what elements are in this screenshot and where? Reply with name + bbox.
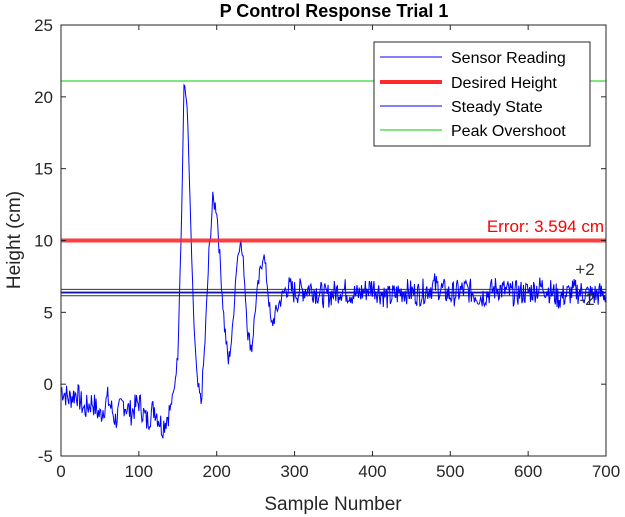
x-axis-label: Sample Number (264, 494, 402, 515)
x-tick-label: 700 (592, 462, 620, 481)
x-tick-label: 0 (56, 462, 65, 481)
legend-label-peak-overshoot: Peak Overshoot (451, 123, 566, 140)
x-tick-label: 500 (436, 462, 464, 481)
chart-title: P Control Response Trial 1 (220, 1, 449, 21)
x-tick-label: 100 (125, 462, 153, 481)
x-tick-label: 300 (280, 462, 308, 481)
legend: Sensor Reading Desired Height Steady Sta… (373, 41, 591, 147)
y-tick-label: 25 (34, 16, 53, 35)
sensor-reading-line (60, 83, 607, 439)
x-tick-label: 200 (203, 462, 231, 481)
y-tick-label: 15 (34, 160, 53, 179)
legend-label-steady-state: Steady State (451, 99, 543, 116)
annotation-0: Error: 3.594 cm (487, 217, 604, 236)
annotation-1: +2 (575, 260, 594, 279)
x-tick-label: 600 (514, 462, 542, 481)
plot-content: Error: 3.594 cm +2 -2 (60, 80, 607, 439)
y-tick-label: -5 (38, 447, 53, 466)
legend-label-desired-height: Desired Height (451, 75, 557, 92)
x-tick-label: 400 (358, 462, 386, 481)
annotation-2: -2 (580, 290, 595, 309)
y-tick-label: 5 (44, 303, 53, 322)
y-tick-label: 20 (34, 88, 53, 107)
y-tick-label: 0 (44, 375, 53, 394)
y-axis-label: Height (cm) (4, 191, 25, 289)
y-tick-label: 10 (34, 232, 53, 251)
legend-box (373, 41, 591, 147)
legend-label-sensor-reading: Sensor Reading (451, 50, 566, 67)
